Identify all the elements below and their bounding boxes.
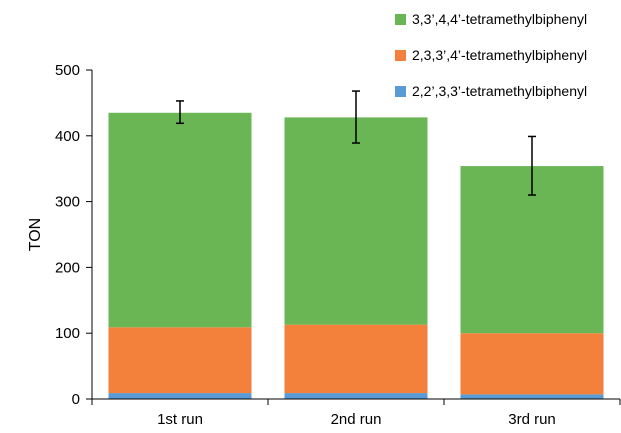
axes-layer [91, 70, 620, 400]
legend-swatch-series2 [395, 50, 406, 61]
error-bars-layer [176, 90, 536, 196]
x-tick-label-2: 2nd run [331, 411, 382, 428]
legend: 3,3’,4,4’-tetramethylbiphenyl 2,3,3’,4’-t… [395, 11, 587, 99]
legend-label-series1: 2,2’,3,3’-tetramethylbiphenyl [412, 83, 587, 99]
y-axis-title: TON [27, 218, 44, 251]
bar-segment-series2-3 [460, 333, 604, 395]
legend-swatch-series3 [395, 14, 406, 25]
bar-segment-series1-2 [284, 393, 428, 399]
x-ticks: 1st run 2nd run 3rd run [91, 399, 621, 428]
y-tick-label-400: 400 [55, 128, 80, 145]
y-tick-label-300: 300 [55, 194, 80, 211]
y-ticks: 0 100 200 300 400 500 [55, 62, 92, 408]
legend-swatch-series1 [395, 86, 406, 97]
bar-segment-series2-1 [108, 327, 252, 394]
x-tick-label-1: 1st run [157, 411, 203, 428]
y-tick-label-0: 0 [72, 391, 80, 408]
bar-segment-series1-1 [108, 393, 252, 399]
bar-segment-series2-2 [284, 324, 428, 394]
legend-label-series3: 3,3’,4,4’-tetramethylbiphenyl [412, 11, 587, 27]
y-tick-label-500: 500 [55, 62, 80, 79]
bar-segment-series1-3 [460, 394, 604, 399]
bar-segment-series3-1 [108, 112, 252, 328]
x-tick-label-3: 3rd run [508, 411, 556, 428]
legend-label-series2: 2,3,3’,4’-tetramethylbiphenyl [412, 47, 587, 63]
y-tick-label-200: 200 [55, 259, 80, 276]
bars-layer [108, 112, 604, 399]
y-tick-label-100: 100 [55, 325, 80, 342]
bar-segment-series3-2 [284, 117, 428, 325]
